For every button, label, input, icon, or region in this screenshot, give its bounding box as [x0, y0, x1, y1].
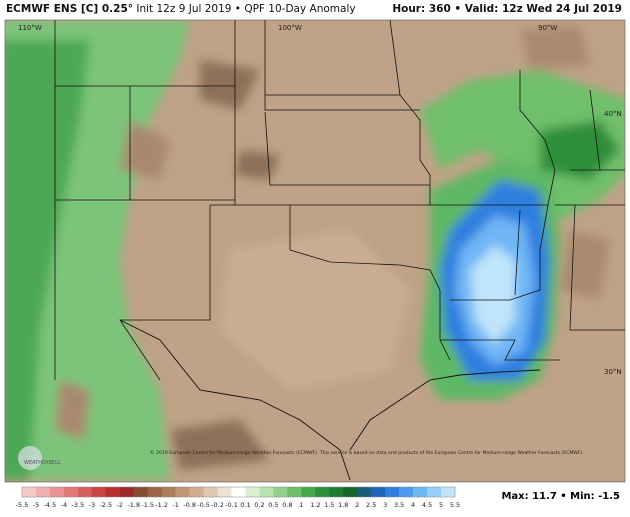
- colorbar-label: 1: [299, 501, 303, 509]
- colorbar-label: -1: [172, 501, 178, 509]
- color-step: [371, 487, 386, 497]
- colorbar-label: -1.2: [155, 501, 168, 509]
- colorbar-label: 5: [439, 501, 443, 509]
- valid-time: Hour: 360 • Valid: 12z Wed 24 Jul 2019: [392, 3, 622, 15]
- colorbar-label: 5.5: [450, 501, 460, 509]
- color-step: [385, 487, 400, 497]
- logo-icon: [18, 446, 42, 470]
- color-step: [245, 487, 260, 497]
- color-step: [35, 487, 51, 497]
- colorbar-frame: [21, 486, 456, 498]
- colorbar: -5.5 -5 -4.5 -4 -3.5 -3 -2.5 -2 -1.8 -1.5 -1.2 -1 -0…: [16, 486, 460, 509]
- color-step: [133, 487, 149, 497]
- colorbar-label: 4: [411, 501, 415, 509]
- color-step: [343, 487, 358, 497]
- color-step: [91, 487, 107, 497]
- colorbar-label: -2.5: [99, 501, 112, 509]
- colorbar-label: -0.8: [183, 501, 196, 509]
- colorbar-label: -5.5: [16, 501, 29, 509]
- colorbar-label: -1.8: [127, 501, 140, 509]
- colorbar-label: -1.5: [141, 501, 154, 509]
- color-step: [161, 487, 176, 497]
- color-step: [217, 487, 232, 497]
- colorbar-label: -0.2: [211, 501, 224, 509]
- colorbar-label: 1.2: [310, 501, 320, 509]
- lat-label: 30°N: [604, 368, 622, 376]
- logo: WEATHERBELL: [24, 460, 61, 466]
- lat-label: 40°N: [604, 110, 622, 118]
- color-step: [63, 487, 79, 497]
- max-min: Max: 11.7 • Min: -1.5: [501, 491, 620, 502]
- colorbar-label: 3: [383, 501, 387, 509]
- colorbar-label: -2: [117, 501, 123, 509]
- anomaly-field: [5, 20, 625, 482]
- model: ECMWF ENS [C] 0.25°: [6, 3, 134, 15]
- color-step: [22, 487, 37, 497]
- colorbar-label: 0.8: [282, 501, 292, 509]
- color-step: [175, 487, 190, 497]
- lon-label: 90°W: [538, 24, 557, 32]
- color-step: [315, 487, 330, 497]
- color-step: [273, 487, 288, 497]
- color-step: [329, 487, 344, 497]
- colorbar-label: -3.5: [72, 501, 85, 509]
- colorbar-label: 0.2: [254, 501, 264, 509]
- color-step: [119, 487, 135, 497]
- color-step: [301, 487, 316, 497]
- run-info: Init 12z 9 Jul 2019 • QPF 10-Day Anomaly: [136, 3, 356, 15]
- colorbar-label: 2: [355, 501, 359, 509]
- colorbar-label: -3: [89, 501, 95, 509]
- colorbar-label: 4.5: [422, 501, 432, 509]
- color-step: [427, 487, 442, 497]
- lon-label: 110°W: [18, 24, 42, 32]
- colorbar-label: 0.5: [268, 501, 278, 509]
- header-left: ECMWF ENS [C] 0.25° Init 12z 9 Jul 2019 …: [6, 3, 356, 15]
- copyright: © 2019 European Centre for Medium-range …: [150, 449, 584, 456]
- color-step: [105, 487, 121, 497]
- color-step: [203, 487, 218, 497]
- colorbar-label: -5: [33, 501, 39, 509]
- color-step: [77, 487, 93, 497]
- color-step: [189, 487, 204, 497]
- lon-label: 100°W: [278, 24, 302, 32]
- colorbar-label: 3.5: [394, 501, 404, 509]
- color-step: [287, 487, 302, 497]
- color-step: [259, 487, 274, 497]
- colorbar-label: -0.5: [197, 501, 210, 509]
- colorbar-label: 0.1: [240, 501, 250, 509]
- color-step: [147, 487, 162, 497]
- color-step: [399, 487, 414, 497]
- color-step: [231, 487, 246, 497]
- color-step: [413, 487, 428, 497]
- colorbar-label: -4: [61, 501, 67, 509]
- color-step: [49, 487, 65, 497]
- colorbar-label: -4.5: [44, 501, 57, 509]
- color-step: [441, 487, 456, 497]
- colorbar-label: 1.5: [324, 501, 334, 509]
- colorbar-label: 1.8: [338, 501, 348, 509]
- colorbar-label: 2.5: [366, 501, 376, 509]
- colorbar-label: -0.1: [225, 501, 238, 509]
- color-step: [357, 487, 372, 497]
- state-borders: [54, 20, 625, 481]
